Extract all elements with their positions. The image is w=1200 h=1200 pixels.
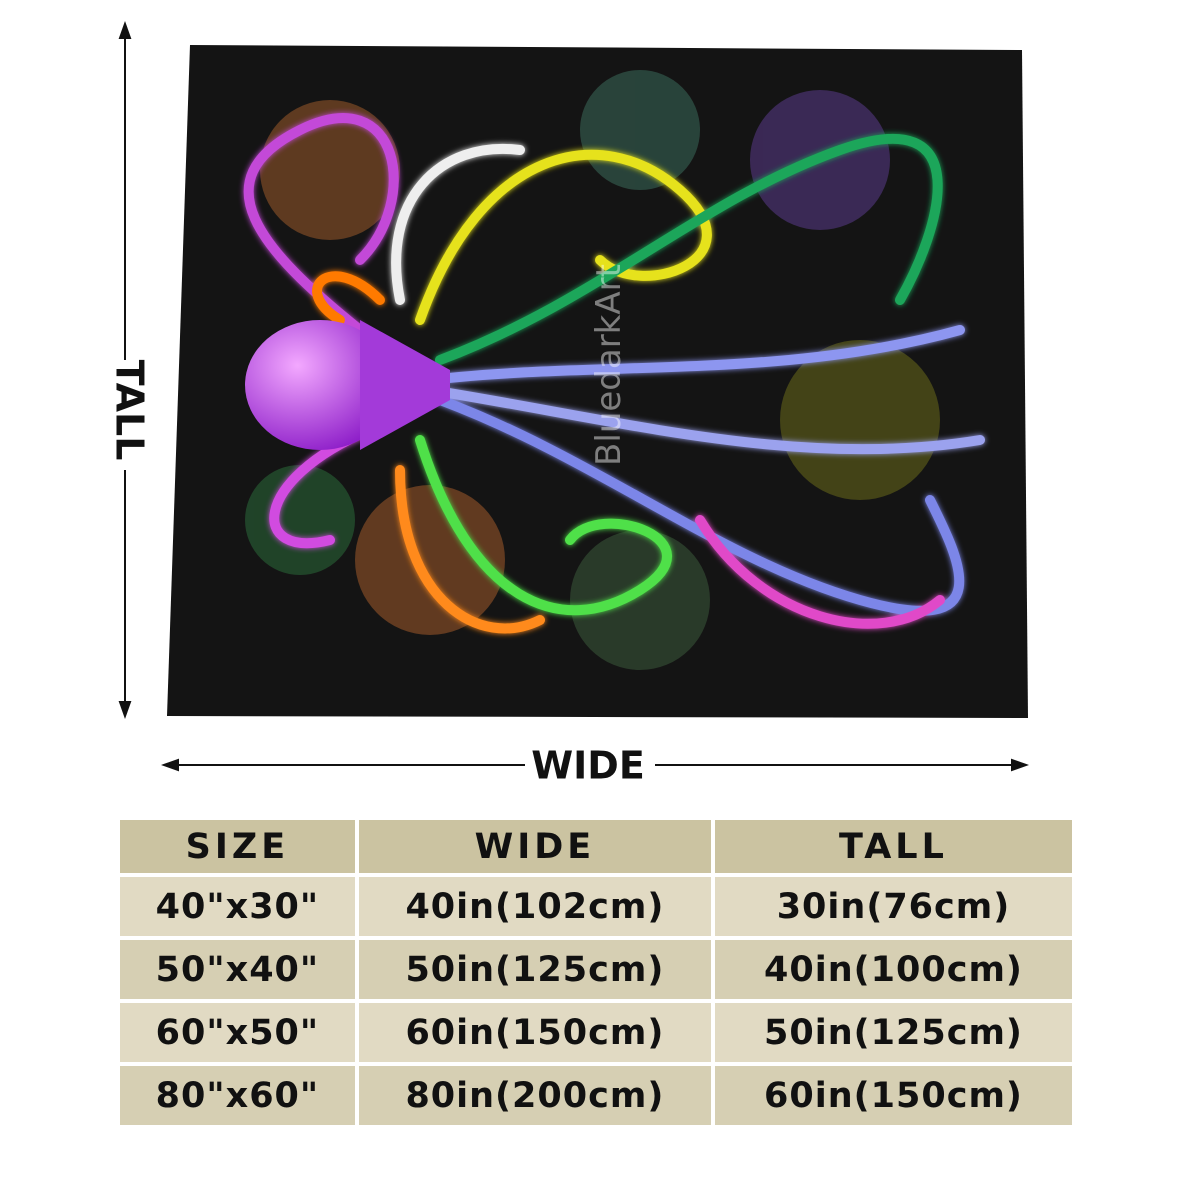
product-illustration: BluedarkArt TALL WIDE xyxy=(108,21,1029,788)
table-cell: 80in(200cm) xyxy=(358,1066,711,1125)
tentacles xyxy=(243,113,985,634)
wide-label: WIDE xyxy=(531,744,645,788)
table-cell: 60in(150cm) xyxy=(714,1066,1072,1125)
table-cell: 50in(125cm) xyxy=(714,1003,1072,1062)
table-row: 80"x60" 80in(200cm) 60in(150cm) xyxy=(120,1066,1072,1125)
table-row: 60"x50" 60in(150cm) 50in(125cm) xyxy=(120,1003,1072,1062)
header-cell: TALL xyxy=(714,820,1072,873)
table-cell: 60in(150cm) xyxy=(358,1003,711,1062)
header-row: SIZE WIDE TALL xyxy=(120,820,1072,873)
tall-label: TALL xyxy=(108,360,152,461)
table-cell: 40"x30" xyxy=(120,877,355,936)
table-cell: 50in(125cm) xyxy=(358,940,711,999)
table-row: 50"x40" 50in(125cm) 40in(100cm) xyxy=(120,940,1072,999)
table-cell: 60"x50" xyxy=(120,1003,355,1062)
watermark: BluedarkArt xyxy=(589,264,629,466)
header-cell: SIZE xyxy=(120,820,355,873)
table-row: 40"x30" 40in(102cm) 30in(76cm) xyxy=(120,877,1072,936)
table-cell: 80"x60" xyxy=(120,1066,355,1125)
header-cell: WIDE xyxy=(358,820,711,873)
wide-arrow xyxy=(161,758,1029,772)
tall-arrow xyxy=(118,21,132,719)
octopus-head xyxy=(245,320,395,450)
octopus-body xyxy=(360,320,450,450)
table-cell: 50"x40" xyxy=(120,940,355,999)
table-cell: 30in(76cm) xyxy=(714,877,1072,936)
table-cell: 40in(102cm) xyxy=(358,877,711,936)
size-table: SIZE WIDE TALL 40"x30" 40in(102cm) 30in(76cm… xyxy=(116,816,1076,1129)
table-cell: 40in(100cm) xyxy=(714,940,1072,999)
